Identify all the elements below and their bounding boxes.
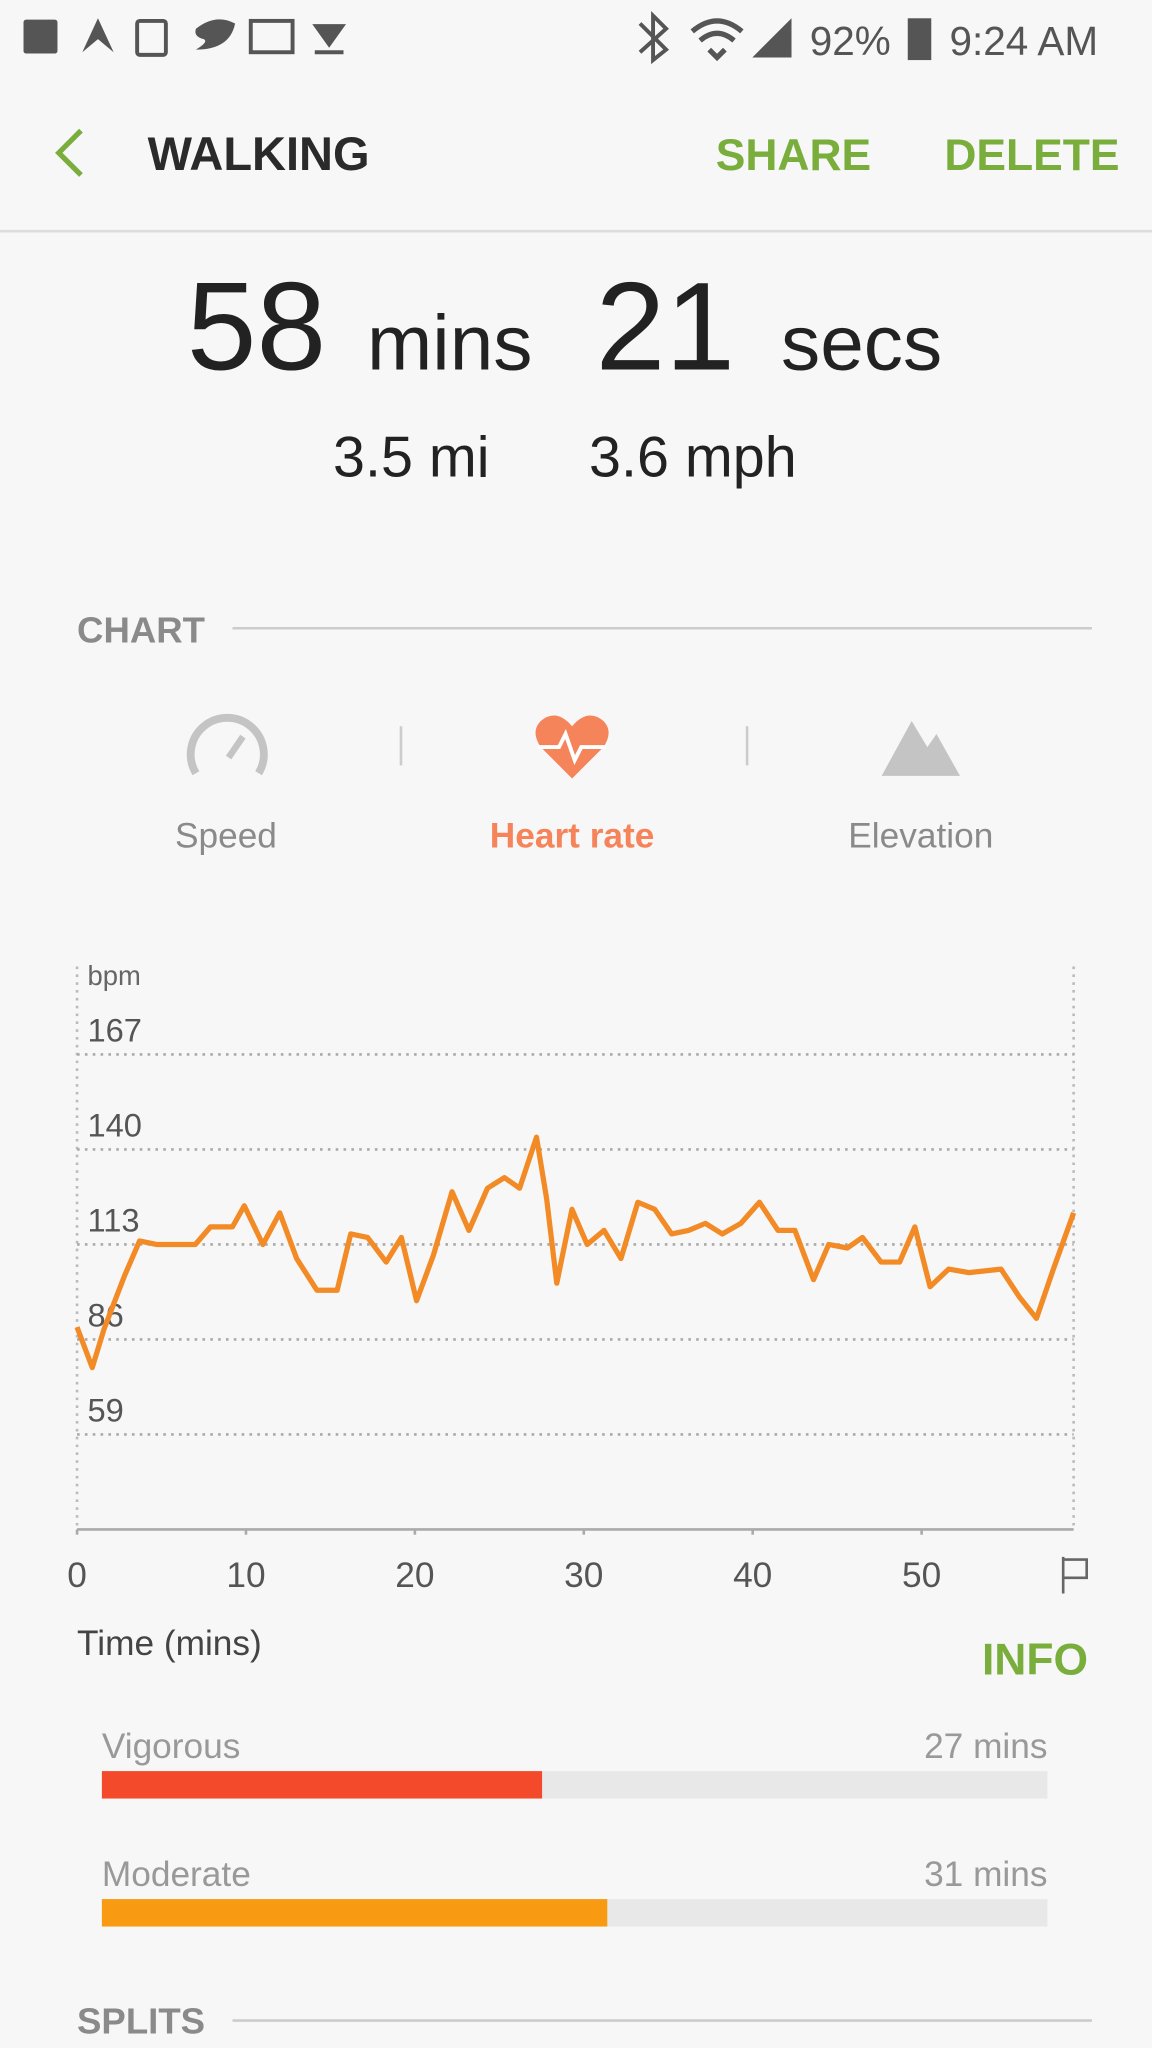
info-button[interactable]: INFO bbox=[982, 1635, 1088, 1684]
clock: 9:24 AM bbox=[950, 18, 1098, 64]
x-tick-label: 0 bbox=[67, 1556, 87, 1595]
speed-icon-needle bbox=[225, 734, 246, 760]
x-tick-label: 30 bbox=[564, 1556, 603, 1595]
x-tick-label: 50 bbox=[902, 1556, 941, 1595]
tab-label: Elevation bbox=[848, 817, 993, 856]
heart-rate-line bbox=[74, 1134, 1077, 1371]
share-button[interactable]: SHARE bbox=[716, 131, 871, 180]
intensity-duration: 31 mins bbox=[924, 1855, 1047, 1894]
page-title: WALKING bbox=[148, 127, 370, 180]
y-axis-unit: bpm bbox=[88, 960, 141, 991]
back-button[interactable] bbox=[55, 128, 83, 177]
finish-flag bbox=[1061, 1556, 1088, 1594]
battery-level: 92% bbox=[810, 18, 891, 64]
duration-seconds: 21 bbox=[596, 256, 735, 397]
distance: 3.5 mi bbox=[333, 426, 489, 490]
duration-minutes-unit: mins bbox=[367, 299, 532, 387]
y-tick-label: 113 bbox=[88, 1201, 140, 1238]
y-tick-label: 59 bbox=[88, 1391, 124, 1428]
y-tick-label: 140 bbox=[88, 1106, 142, 1143]
elevation-icon bbox=[881, 720, 960, 776]
intensity-duration: 27 mins bbox=[924, 1727, 1047, 1766]
intensity-label: Vigorous bbox=[102, 1727, 241, 1766]
y-tick-label: 167 bbox=[88, 1011, 142, 1048]
delete-button[interactable]: DELETE bbox=[944, 131, 1119, 180]
speed-tab[interactable]: Speed bbox=[175, 713, 277, 856]
x-tick-label: 10 bbox=[226, 1556, 265, 1595]
tab-label: Heart rate bbox=[490, 817, 655, 856]
duration-seconds-unit: secs bbox=[781, 299, 942, 387]
intensity-bar bbox=[101, 1899, 608, 1927]
x-tick-label: 40 bbox=[733, 1556, 772, 1595]
duration-minutes: 58 bbox=[187, 256, 326, 397]
section-title: SPLITS bbox=[77, 2001, 205, 2042]
x-tick-label: 20 bbox=[395, 1556, 434, 1595]
average-speed: 3.6 mph bbox=[589, 426, 797, 490]
intensity-label: Moderate bbox=[102, 1855, 251, 1894]
status-icons bbox=[23, 10, 932, 65]
heart-icon-pulse bbox=[538, 729, 607, 766]
intensity-bar bbox=[101, 1771, 543, 1799]
speed-icon bbox=[186, 713, 268, 776]
tab-label: Speed bbox=[175, 817, 277, 856]
x-axis-title: Time (mins) bbox=[77, 1624, 262, 1663]
elevation-tab[interactable]: Elevation bbox=[848, 720, 993, 856]
section-title: CHART bbox=[77, 610, 205, 651]
heart-rate-tab[interactable]: Heart rate bbox=[490, 715, 655, 856]
